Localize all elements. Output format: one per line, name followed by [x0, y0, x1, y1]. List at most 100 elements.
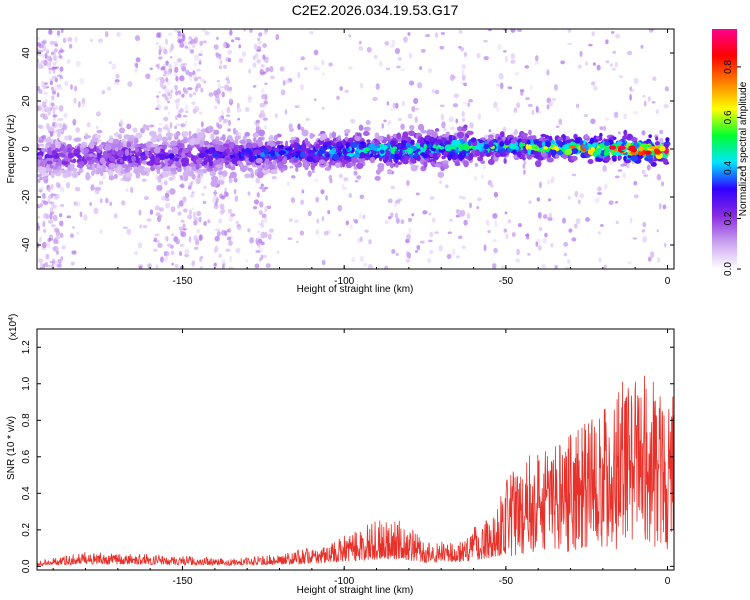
spectrogram-speckle	[329, 178, 333, 184]
spectrogram-speckle	[214, 45, 219, 51]
spectrogram-ridge-mark	[168, 153, 175, 160]
spectrogram-speckle	[234, 195, 239, 202]
spectrogram-speckle	[62, 37, 67, 44]
spectrogram-speckle	[60, 259, 63, 262]
spectrogram-ridge-mark	[483, 144, 490, 150]
spectrogram-ridge-mark	[225, 156, 231, 161]
spectrogram-speckle	[618, 75, 623, 79]
spectrogram-speckle	[567, 259, 571, 264]
spectrogram-ridge-mark	[54, 147, 62, 152]
spectrogram-speckle	[356, 175, 362, 180]
spectrogram-ridge-mark	[290, 136, 296, 141]
spectrogram-ridge-mark	[270, 169, 278, 175]
spectrogram-speckle	[48, 69, 52, 75]
spectrogram-speckle	[294, 105, 300, 109]
spectrogram-speckle	[70, 261, 75, 266]
spectrogram-ridge-mark	[125, 164, 129, 170]
spectrogram-ridge-mark	[318, 159, 326, 165]
spectrogram-speckle	[565, 266, 570, 269]
spectrogram-speckle	[663, 103, 669, 109]
spectrogram-speckle	[59, 66, 64, 72]
spectrogram-ridge-mark	[120, 168, 125, 175]
spectrogram-speckle	[362, 214, 366, 220]
spectrogram-speckle	[453, 93, 459, 99]
spectrogram-speckle	[542, 214, 548, 219]
spectrogram-speckle	[202, 40, 207, 44]
spectrogram-speckle	[328, 174, 333, 181]
y-tick-label: 1.2	[21, 340, 32, 354]
spectrogram-ridge-mark	[603, 156, 611, 162]
spectrogram-speckle	[458, 45, 462, 49]
spectrogram-speckle	[220, 229, 227, 236]
spectrogram-speckle	[323, 230, 329, 236]
spectrogram-ridge-mark	[108, 155, 116, 162]
spectrogram-ridge-mark	[543, 146, 549, 150]
spectrogram-ridge-mark	[618, 155, 622, 160]
spectrogram-ridge-mark	[479, 151, 484, 158]
spectrogram-ridge-mark	[334, 162, 341, 168]
spectrogram-speckle	[157, 90, 162, 94]
spectrogram-speckle	[213, 189, 217, 197]
spectrogram-speckle	[313, 65, 318, 71]
spectrogram-speckle	[550, 243, 554, 248]
spectrogram-speckle	[591, 81, 596, 86]
spectrogram-speckle	[219, 203, 225, 210]
spectrogram-ridge-mark	[212, 153, 219, 157]
spectrogram-ridge-mark	[610, 150, 615, 156]
spectrogram-ridge-mark	[331, 131, 337, 139]
spectrogram-ridge-mark	[435, 139, 443, 144]
spectrogram-speckle	[513, 107, 518, 113]
spectrogram-speckle	[180, 219, 185, 223]
spectrogram-speckle	[59, 49, 65, 53]
spectrogram-speckle	[178, 226, 184, 231]
spectrogram-speckle	[149, 209, 154, 215]
spectrogram-speckle	[46, 108, 51, 112]
spectrogram-ridge-mark	[470, 137, 477, 143]
spectrogram-ridge-mark	[250, 168, 254, 175]
spectrogram-ridge-mark	[297, 123, 301, 130]
spectrogram-speckle	[170, 206, 176, 213]
spectrogram-ridge-mark	[300, 151, 305, 158]
spectrogram-speckle	[52, 214, 58, 222]
spectrogram-speckle	[488, 129, 492, 133]
spectrogram-speckle	[39, 203, 43, 208]
spectrogram-speckle	[75, 60, 81, 67]
spectrogram-speckle	[629, 93, 632, 101]
spectrogram-ridge-mark	[107, 170, 114, 176]
spectrogram-speckle	[463, 51, 468, 58]
spectrogram-ridge-mark	[206, 168, 214, 172]
spectrogram-ridge-mark	[167, 160, 174, 165]
spectrogram-speckle	[228, 215, 233, 223]
spectrogram-ridge-mark	[169, 188, 176, 195]
spectrogram-ridge-mark	[399, 149, 403, 157]
spectrogram-speckle	[52, 55, 57, 62]
spectrogram-speckle	[66, 58, 71, 64]
spectrogram-ridge-mark	[359, 151, 366, 159]
spectrogram-speckle	[358, 40, 362, 45]
spectrogram-speckle	[37, 58, 40, 64]
spectrogram-speckle	[301, 189, 305, 194]
spectrogram-speckle	[390, 212, 394, 218]
spectrogram-speckle	[229, 255, 233, 263]
spectrogram-ridge-mark	[204, 140, 210, 146]
spectrogram-speckle	[228, 227, 232, 233]
spectrogram-speckle	[269, 228, 274, 233]
spectrogram-ridge-mark	[426, 129, 432, 136]
spectrogram-speckle	[122, 226, 128, 229]
spectrogram-speckle	[375, 83, 380, 90]
spectrogram-speckle	[596, 192, 602, 195]
colorbar-ticks: 0.0 0.2 0.4 0.6 0.8	[723, 60, 741, 276]
spectrogram-speckle	[495, 83, 501, 87]
spectrogram-speckle	[284, 109, 288, 115]
spectrogram-speckle	[381, 123, 385, 129]
spectrogram-speckle	[47, 55, 52, 62]
spectrogram-speckle	[262, 254, 267, 259]
spectrogram-ridge-mark	[665, 137, 670, 142]
spectrogram-speckle	[191, 101, 196, 105]
spectrogram-speckle	[58, 213, 63, 218]
spectrogram-ridge-mark	[320, 133, 328, 140]
spectrogram-speckle	[264, 125, 267, 130]
spectrogram-ridge-mark	[241, 147, 246, 154]
spectrogram-speckle	[415, 192, 420, 196]
spectrogram-speckle	[407, 32, 411, 36]
